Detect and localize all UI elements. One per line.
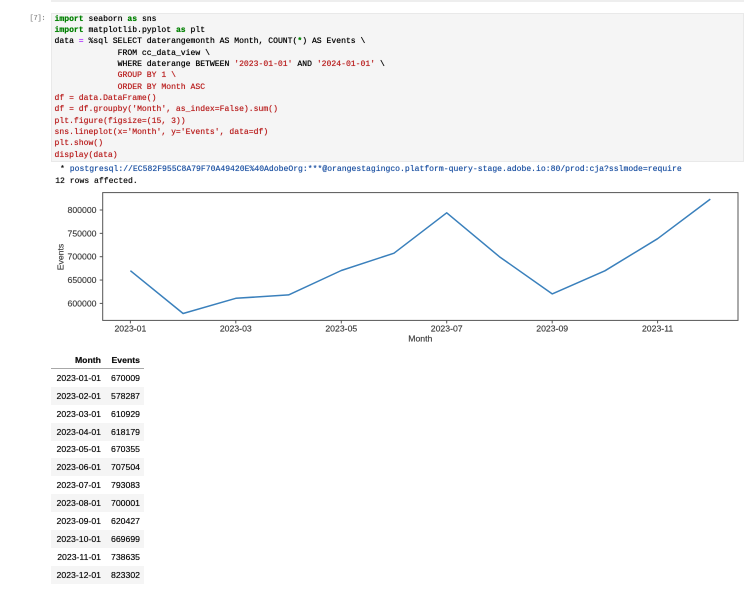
svg-text:650000: 650000: [68, 275, 97, 285]
svg-text:800000: 800000: [68, 205, 97, 215]
svg-text:600000: 600000: [68, 298, 97, 308]
svg-text:2023-07: 2023-07: [431, 324, 463, 334]
svg-text:Events: Events: [55, 243, 65, 270]
svg-text:Month: Month: [408, 334, 432, 344]
svg-text:700000: 700000: [68, 252, 97, 262]
svg-text:2023-01: 2023-01: [114, 324, 146, 334]
svg-text:2023-09: 2023-09: [536, 324, 568, 334]
svg-text:2023-11: 2023-11: [642, 324, 673, 334]
svg-text:750000: 750000: [68, 228, 97, 238]
svg-text:2023-05: 2023-05: [325, 324, 357, 334]
svg-text:2023-03: 2023-03: [220, 324, 252, 334]
